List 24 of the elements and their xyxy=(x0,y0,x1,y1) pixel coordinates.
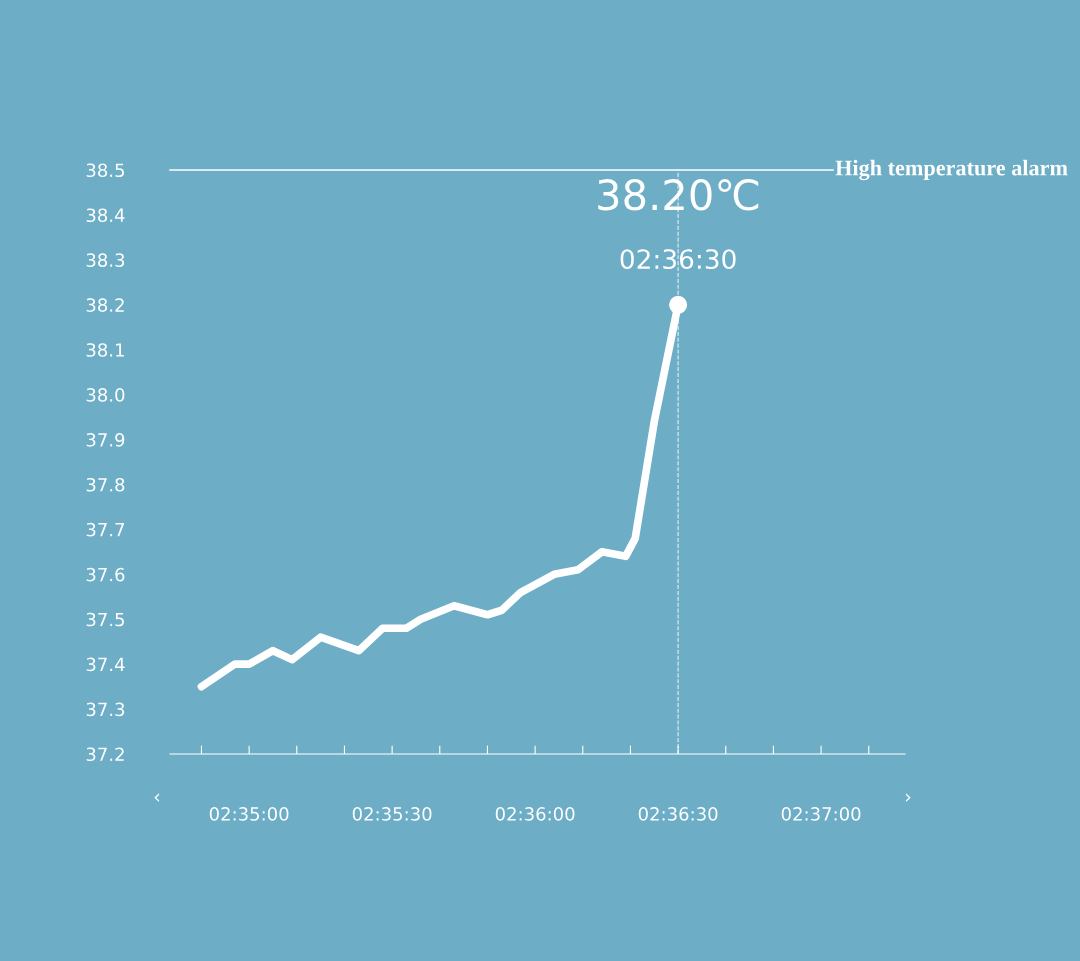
y-tick-label: 37.9 xyxy=(86,433,125,447)
y-tick-label: 37.8 xyxy=(86,477,125,492)
y-tick-label: 37.7 xyxy=(86,522,125,537)
ref-line-label: High temperature alarm xyxy=(835,159,1068,181)
y-tick-label: 38.0 xyxy=(86,388,125,402)
x-tick-label: 02:35:00 xyxy=(209,807,289,821)
y-tick-label: 38.5 xyxy=(86,163,124,178)
y-tick-label: 37.6 xyxy=(86,567,125,582)
x-tick-label: 02:36:00 xyxy=(495,807,575,821)
x-tick-label: 02:35:30 xyxy=(352,807,432,821)
annotation: 02:36:30 xyxy=(620,249,736,270)
x-tick-label: 02:37:00 xyxy=(781,807,861,821)
y-tick-label: 38.1 xyxy=(86,343,124,357)
text: › xyxy=(905,793,911,803)
y-tick-label: 37.5 xyxy=(86,612,124,627)
x-tick-label: 02:36:30 xyxy=(638,807,718,821)
y-tick-label: 37.4 xyxy=(86,657,125,672)
text: ‹ xyxy=(154,793,160,803)
y-tick-label: 38.3 xyxy=(86,253,125,267)
annotation: 38.20℃ xyxy=(598,179,759,211)
y-tick-label: 38.2 xyxy=(86,298,124,312)
y-tick-label: 38.4 xyxy=(86,208,125,223)
y-tick-label: 37.3 xyxy=(86,702,125,717)
y-tick-label: 37.2 xyxy=(86,747,124,762)
